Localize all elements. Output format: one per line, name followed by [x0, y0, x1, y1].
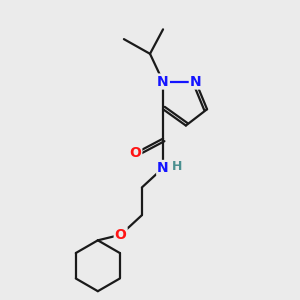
Text: N: N	[157, 74, 169, 88]
Text: H: H	[172, 160, 182, 173]
Text: N: N	[157, 161, 169, 175]
Text: O: O	[129, 146, 141, 160]
Text: N: N	[190, 74, 202, 88]
Text: O: O	[115, 228, 127, 242]
